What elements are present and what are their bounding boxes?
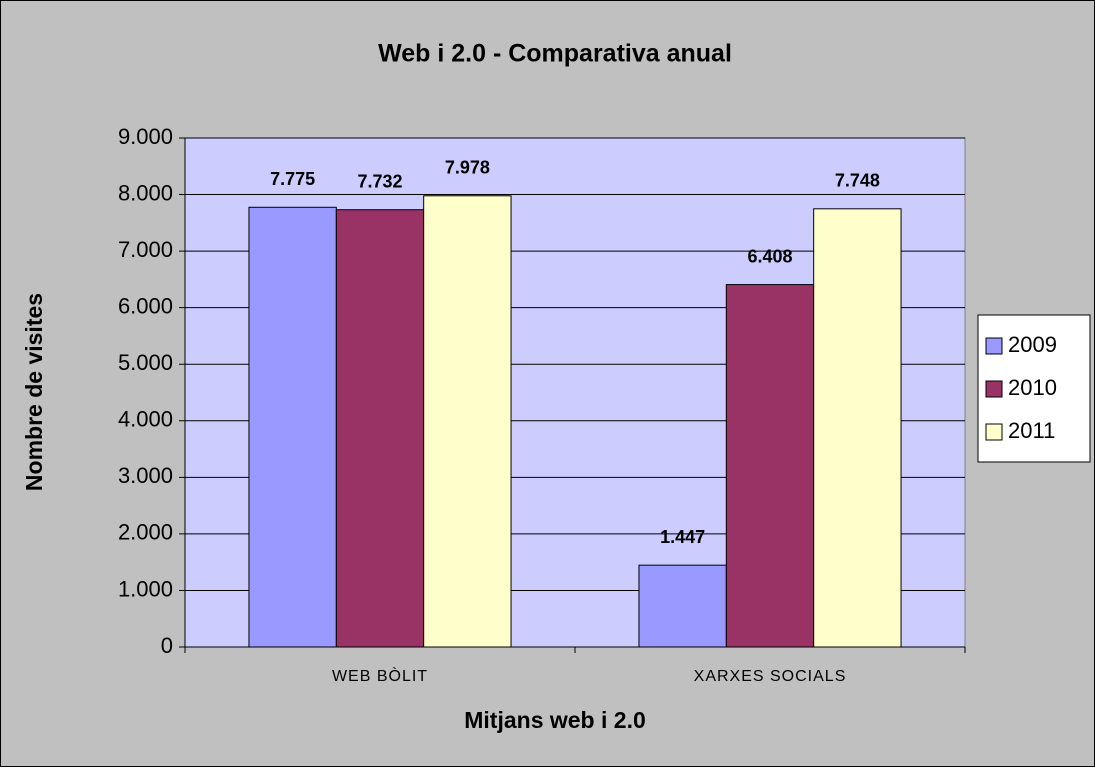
y-tick-label: 7.000 (118, 237, 173, 262)
bar (248, 206, 337, 648)
y-tick-label: 0 (161, 633, 173, 658)
bar (813, 208, 902, 648)
bar (725, 284, 815, 648)
x-tick-label: XARXES SOCIALS (694, 668, 847, 685)
legend-label: 2010 (1008, 375, 1057, 400)
legend-swatch (985, 337, 1003, 355)
legend-swatch (985, 380, 1003, 398)
data-label: 6.408 (747, 246, 792, 266)
y-tick-label: 2.000 (118, 520, 173, 545)
chart-title: Web i 2.0 - Comparativa anual (378, 40, 732, 68)
y-tick-label: 5.000 (118, 350, 173, 375)
data-label: 1.447 (660, 527, 705, 547)
y-tick-label: 8.000 (118, 180, 173, 205)
data-label: 7.732 (357, 171, 402, 191)
y-tick-label: 3.000 (118, 463, 173, 488)
y-tick-label: 4.000 (118, 407, 173, 432)
legend-label: 2009 (1008, 332, 1057, 357)
y-tick-label: 6.000 (118, 293, 173, 318)
data-label: 7.978 (445, 158, 490, 178)
x-tick-label: WEB BÒLIT (332, 666, 428, 685)
y-axis-label: Nombre de visites (21, 293, 47, 491)
x-axis-label: Mitjans web i 2.0 (464, 707, 646, 733)
bar (638, 564, 727, 648)
y-tick-label: 9.000 (118, 124, 173, 149)
legend-label: 2011 (1008, 418, 1055, 443)
legend-swatch (985, 423, 1003, 441)
bar (423, 195, 512, 648)
data-label: 7.775 (270, 169, 315, 189)
y-tick-label: 1.000 (118, 576, 173, 601)
bar (335, 209, 425, 648)
data-label: 7.748 (835, 171, 880, 191)
